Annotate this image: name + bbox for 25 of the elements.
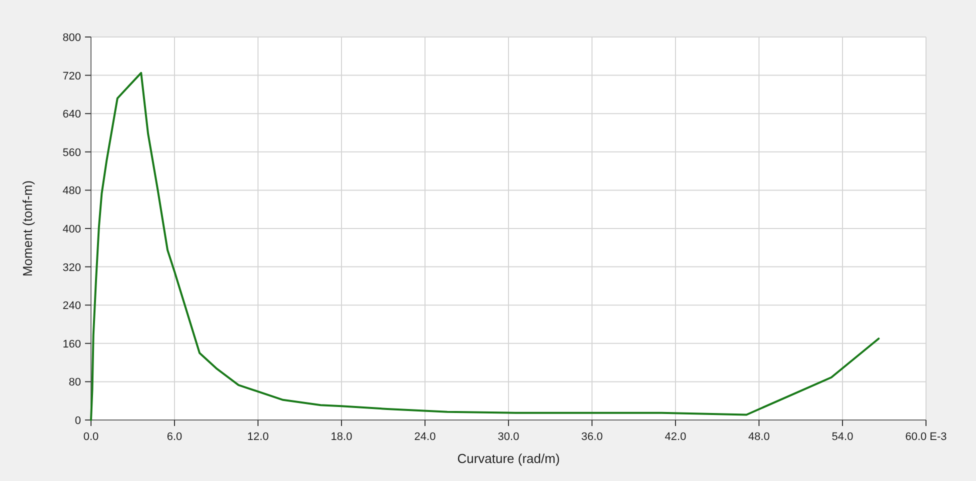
y-tick-label: 160 — [62, 338, 81, 350]
y-tick-label: 560 — [62, 146, 81, 159]
x-tick-label: 60.0 E-3 — [905, 431, 947, 443]
x-tick-label: 18.0 — [330, 431, 352, 443]
x-tick-label: 42.0 — [664, 431, 686, 443]
x-axis-title: Curvature (rad/m) — [457, 451, 560, 466]
y-tick-label: 720 — [62, 70, 81, 82]
y-tick-label: 400 — [62, 224, 81, 236]
y-axis-title: Moment (tonf-m) — [20, 180, 35, 277]
x-tick-label: 54.0 — [832, 431, 854, 443]
x-tick-label: 0.0 — [83, 431, 99, 443]
y-tick-label: 800 — [62, 32, 81, 44]
x-tick-label: 48.0 — [748, 431, 770, 443]
y-tick-label: 240 — [62, 300, 81, 312]
y-tick-label: 0 — [74, 415, 81, 427]
x-tick-label: 6.0 — [166, 431, 182, 443]
y-tick-label: 480 — [62, 185, 81, 198]
x-tick-label: 12.0 — [247, 431, 269, 443]
y-tick-label: 640 — [62, 108, 81, 121]
y-tick-label: 80 — [68, 376, 81, 389]
line-series — [90, 72, 880, 421]
x-tick-label: 36.0 — [581, 431, 603, 443]
x-tick-label: 30.0 — [498, 431, 520, 443]
x-tick-label: 24.0 — [414, 431, 436, 443]
y-tick-label: 320 — [62, 262, 81, 274]
